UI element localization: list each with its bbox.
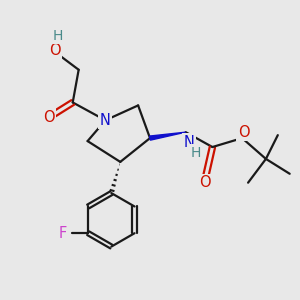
Text: H: H: [53, 28, 63, 43]
Text: F: F: [59, 226, 67, 241]
Text: O: O: [43, 110, 55, 125]
Text: O: O: [238, 125, 249, 140]
Text: O: O: [49, 43, 61, 58]
Text: H: H: [191, 146, 201, 160]
Text: N: N: [100, 113, 111, 128]
Text: N: N: [183, 135, 194, 150]
Polygon shape: [150, 132, 186, 140]
Text: O: O: [199, 175, 211, 190]
